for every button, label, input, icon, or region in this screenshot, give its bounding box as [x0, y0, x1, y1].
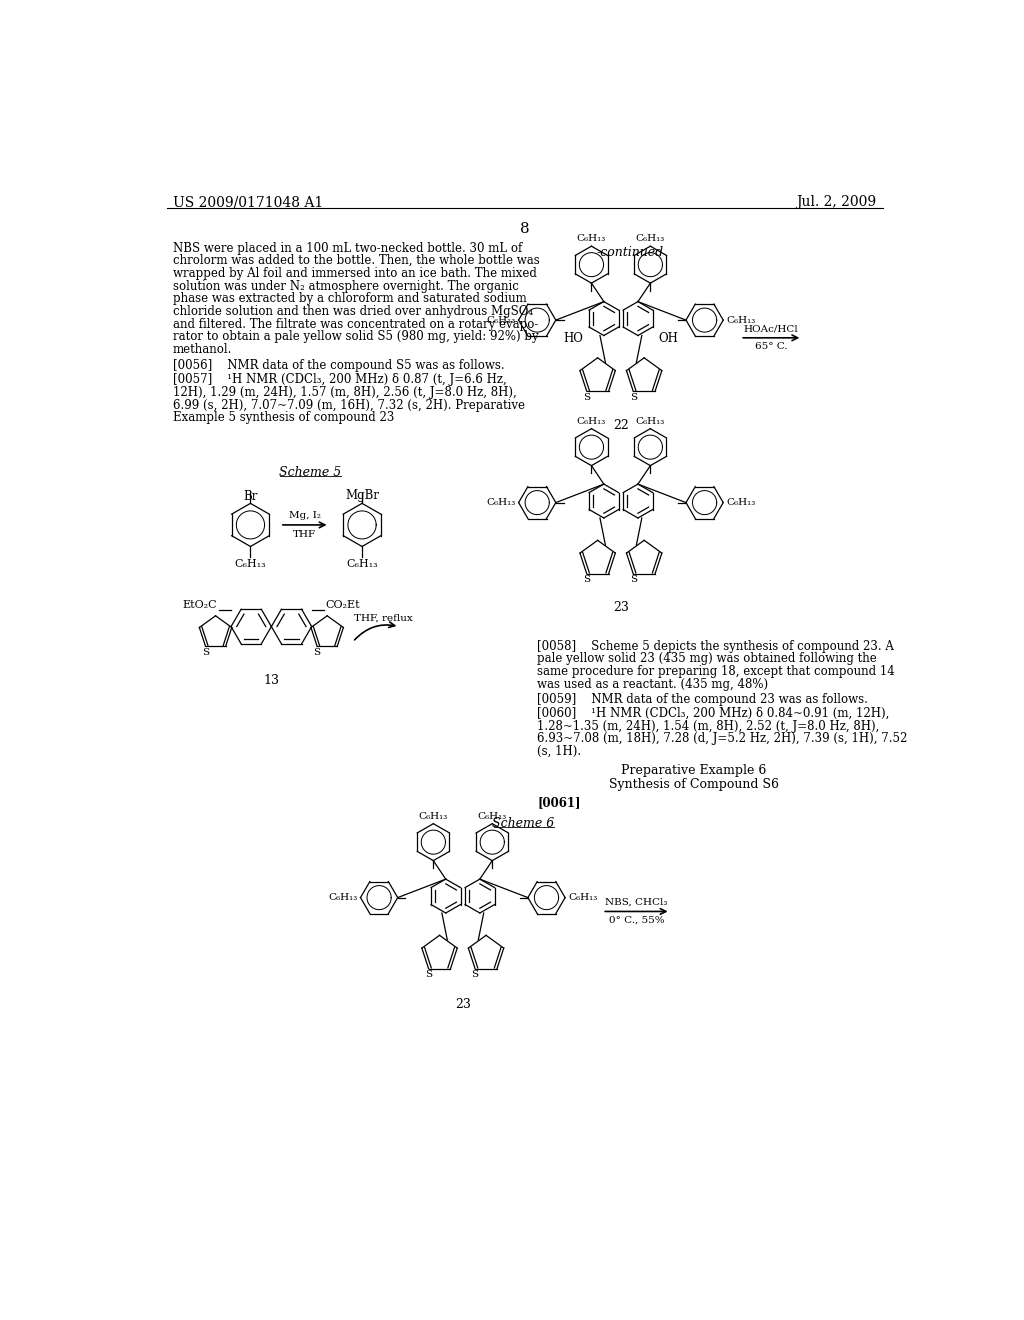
Text: [0059]    NMR data of the compound 23 was as follows.: [0059] NMR data of the compound 23 was a…: [538, 693, 868, 706]
Text: Br: Br: [244, 490, 258, 503]
Text: NBS were placed in a 100 mL two-necked bottle. 30 mL of: NBS were placed in a 100 mL two-necked b…: [173, 242, 522, 255]
Text: chloride solution and then was dried over anhydrous MgSO₄: chloride solution and then was dried ove…: [173, 305, 534, 318]
Text: 13: 13: [263, 675, 280, 688]
Text: C₆H₁₃: C₆H₁₃: [419, 812, 447, 821]
Text: 65° C.: 65° C.: [755, 342, 787, 351]
Text: C₆H₁₃: C₆H₁₃: [328, 894, 357, 902]
Text: -continued: -continued: [597, 246, 664, 259]
Text: phase was extracted by a chloroform and saturated sodium: phase was extracted by a chloroform and …: [173, 293, 526, 305]
Text: NBS, CHCl₃: NBS, CHCl₃: [605, 898, 668, 907]
Text: HOAc/HCl: HOAc/HCl: [743, 325, 799, 333]
Text: 12H), 1.29 (m, 24H), 1.57 (m, 8H), 2.56 (t, J=8.0 Hz, 8H),: 12H), 1.29 (m, 24H), 1.57 (m, 8H), 2.56 …: [173, 385, 517, 399]
Text: EtO₂C: EtO₂C: [182, 601, 217, 610]
Text: CO₂Et: CO₂Et: [326, 601, 360, 610]
Text: 8: 8: [520, 222, 529, 235]
Text: methanol.: methanol.: [173, 343, 232, 356]
Text: 22: 22: [613, 418, 629, 432]
Text: 0° C., 55%: 0° C., 55%: [608, 916, 665, 925]
Text: MgBr: MgBr: [345, 490, 379, 503]
Text: Scheme 5: Scheme 5: [279, 466, 341, 479]
Text: [0058]    Scheme 5 depicts the synthesis of compound 23. A: [0058] Scheme 5 depicts the synthesis of…: [538, 640, 894, 652]
Text: C₆H₁₃: C₆H₁₃: [234, 558, 266, 569]
Text: Synthesis of Compound S6: Synthesis of Compound S6: [608, 777, 778, 791]
Text: was used as a reactant. (435 mg, 48%): was used as a reactant. (435 mg, 48%): [538, 677, 768, 690]
Text: S: S: [583, 576, 590, 585]
Text: C₆H₁₃: C₆H₁₃: [636, 234, 665, 243]
Text: C₆H₁₃: C₆H₁₃: [577, 234, 606, 243]
Text: Scheme 6: Scheme 6: [493, 817, 554, 830]
Text: S: S: [313, 648, 321, 657]
Text: 1.28~1.35 (m, 24H), 1.54 (m, 8H), 2.52 (t, J=8.0 Hz, 8H),: 1.28~1.35 (m, 24H), 1.54 (m, 8H), 2.52 (…: [538, 719, 880, 733]
Text: [0061]: [0061]: [538, 796, 581, 809]
Text: C₆H₁₃: C₆H₁₃: [726, 315, 756, 325]
Text: S: S: [425, 970, 432, 979]
Text: C₆H₁₃: C₆H₁₃: [486, 498, 515, 507]
Text: 23: 23: [455, 998, 471, 1011]
Text: C₆H₁₃: C₆H₁₃: [577, 417, 606, 425]
Text: OH: OH: [658, 333, 678, 345]
Text: THF, reflux: THF, reflux: [354, 614, 413, 623]
Text: [0056]    NMR data of the compound S5 was as follows.: [0056] NMR data of the compound S5 was a…: [173, 359, 505, 372]
Text: (s, 1H).: (s, 1H).: [538, 744, 582, 758]
Text: S: S: [630, 393, 637, 401]
Text: C₆H₁₃: C₆H₁₃: [726, 498, 756, 507]
Text: [0057]    ¹H NMR (CDCl₃, 200 MHz) δ 0.87 (t, J=6.6 Hz,: [0057] ¹H NMR (CDCl₃, 200 MHz) δ 0.87 (t…: [173, 374, 507, 387]
Text: wrapped by Al foil and immersed into an ice bath. The mixed: wrapped by Al foil and immersed into an …: [173, 267, 537, 280]
Text: pale yellow solid 23 (435 mg) was obtained following the: pale yellow solid 23 (435 mg) was obtain…: [538, 652, 877, 665]
Text: Jul. 2, 2009: Jul. 2, 2009: [797, 195, 877, 210]
Text: Preparative Example 6: Preparative Example 6: [622, 764, 766, 777]
Text: C₆H₁₃: C₆H₁₃: [477, 812, 507, 821]
Text: C₆H₁₃: C₆H₁₃: [568, 894, 597, 902]
Text: 6.93~7.08 (m, 18H), 7.28 (d, J=5.2 Hz, 2H), 7.39 (s, 1H), 7.52: 6.93~7.08 (m, 18H), 7.28 (d, J=5.2 Hz, 2…: [538, 733, 907, 746]
Text: [0060]    ¹H NMR (CDCl₃, 200 MHz) δ 0.84~0.91 (m, 12H),: [0060] ¹H NMR (CDCl₃, 200 MHz) δ 0.84~0.…: [538, 708, 890, 719]
Text: S: S: [630, 576, 637, 585]
Text: same procedure for preparing 18, except that compound 14: same procedure for preparing 18, except …: [538, 665, 895, 678]
Text: C₆H₁₃: C₆H₁₃: [636, 417, 665, 425]
Text: S: S: [472, 970, 478, 979]
Text: US 2009/0171048 A1: US 2009/0171048 A1: [173, 195, 324, 210]
Text: Example 5 synthesis of compound 23: Example 5 synthesis of compound 23: [173, 412, 394, 424]
Text: Mg, I₂: Mg, I₂: [289, 511, 321, 520]
Text: C₆H₁₃: C₆H₁₃: [346, 558, 378, 569]
Text: S: S: [583, 393, 590, 401]
Text: S: S: [202, 648, 209, 657]
Text: rator to obtain a pale yellow solid S5 (980 mg, yield: 92%) by: rator to obtain a pale yellow solid S5 (…: [173, 330, 539, 343]
Text: chrolorm was added to the bottle. Then, the whole bottle was: chrolorm was added to the bottle. Then, …: [173, 255, 540, 267]
Text: 23: 23: [613, 601, 629, 614]
Text: THF: THF: [293, 529, 316, 539]
Text: 6.99 (s, 2H), 7.07~7.09 (m, 16H), 7.32 (s, 2H). Preparative: 6.99 (s, 2H), 7.07~7.09 (m, 16H), 7.32 (…: [173, 399, 525, 412]
Text: HO: HO: [564, 333, 584, 345]
Text: solution was under N₂ atmosphere overnight. The organic: solution was under N₂ atmosphere overnig…: [173, 280, 519, 293]
Text: C₆H₁₃: C₆H₁₃: [486, 315, 515, 325]
Text: and filtered. The filtrate was concentrated on a rotary evapo-: and filtered. The filtrate was concentra…: [173, 318, 539, 331]
